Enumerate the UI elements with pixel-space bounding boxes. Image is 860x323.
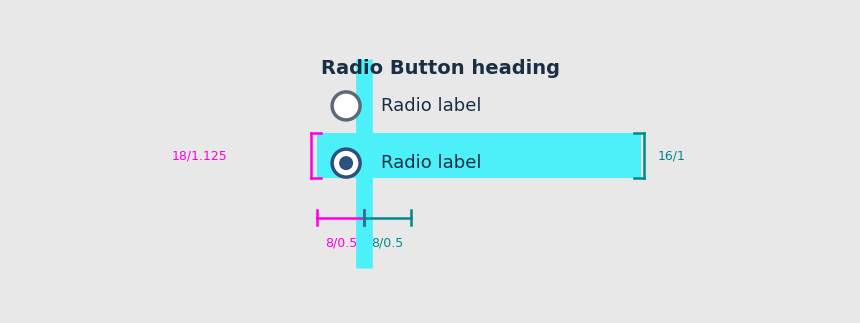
Text: 8/0.5: 8/0.5 (372, 236, 403, 249)
Text: 18/1.125: 18/1.125 (172, 149, 227, 162)
Text: Radio label: Radio label (381, 97, 482, 115)
Text: Radio Button heading: Radio Button heading (322, 59, 560, 78)
Text: 8/0.5: 8/0.5 (324, 236, 357, 249)
Text: 16/1: 16/1 (657, 149, 685, 162)
Text: Radio label: Radio label (381, 154, 482, 172)
Bar (317, 133, 641, 178)
